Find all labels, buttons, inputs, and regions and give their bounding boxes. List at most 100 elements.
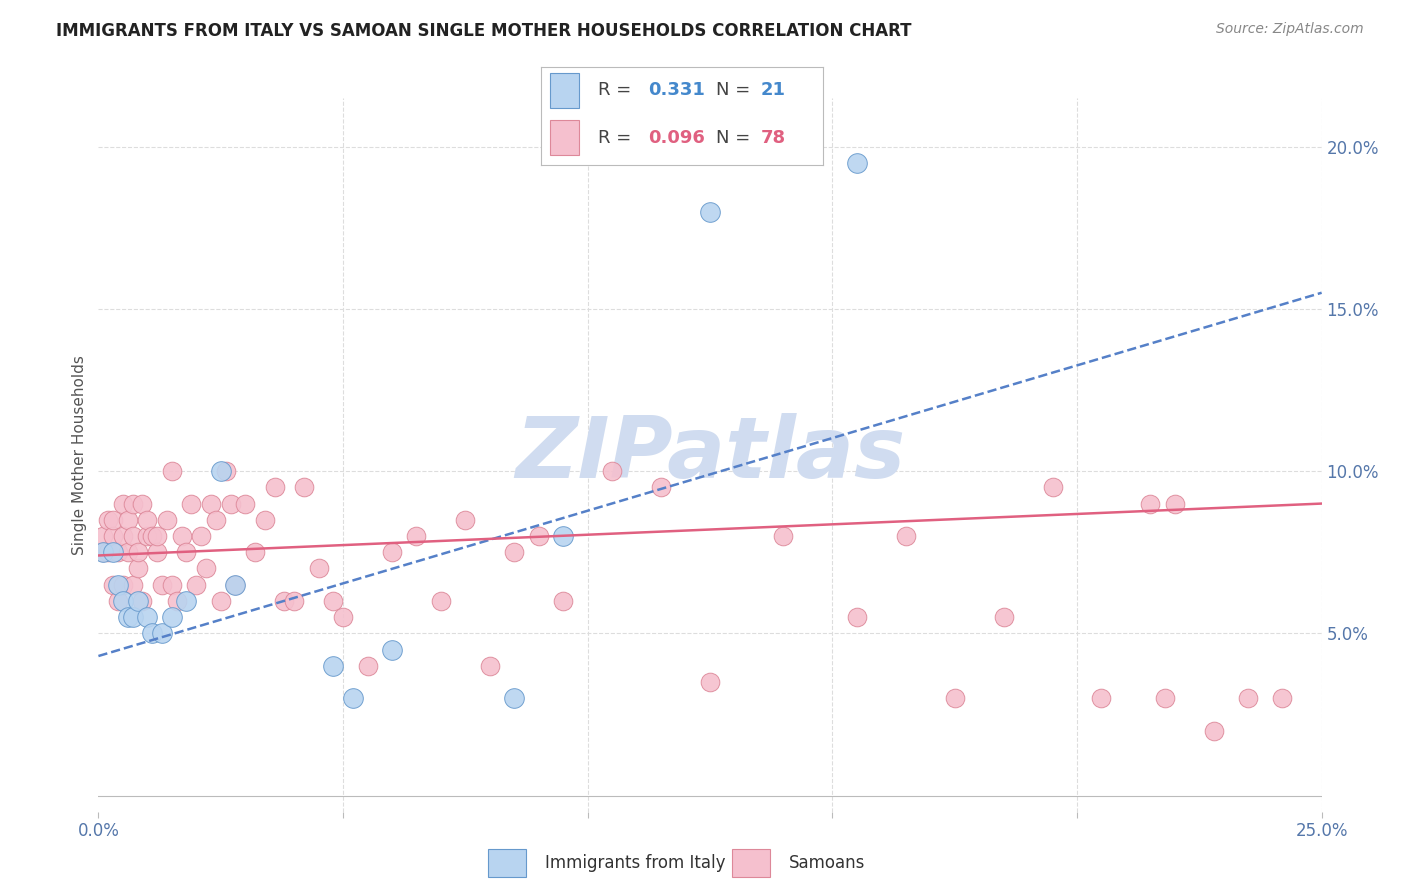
Point — [342, 691, 364, 706]
Point — [195, 561, 218, 575]
Point — [1154, 691, 1177, 706]
Point — [322, 658, 344, 673]
Point — [1139, 497, 1161, 511]
Point — [993, 610, 1015, 624]
Text: N =: N = — [716, 128, 755, 146]
Point — [503, 691, 526, 706]
Point — [117, 513, 139, 527]
Point — [292, 480, 315, 494]
Text: IMMIGRANTS FROM ITALY VS SAMOAN SINGLE MOTHER HOUSEHOLDS CORRELATION CHART: IMMIGRANTS FROM ITALY VS SAMOAN SINGLE M… — [56, 22, 911, 40]
Bar — [550, 120, 579, 155]
Point — [136, 513, 159, 527]
Point — [91, 545, 114, 559]
Point — [553, 594, 575, 608]
Text: Samoans: Samoans — [789, 854, 866, 872]
Point — [263, 480, 285, 494]
Point — [209, 594, 232, 608]
Text: N =: N = — [716, 81, 755, 99]
Point — [101, 545, 124, 559]
Point — [430, 594, 453, 608]
Point — [381, 545, 404, 559]
Point — [146, 545, 169, 559]
Text: R =: R = — [598, 128, 637, 146]
Point — [146, 529, 169, 543]
Point — [97, 545, 120, 559]
Bar — [731, 849, 770, 877]
Point — [170, 529, 193, 543]
Point — [283, 594, 305, 608]
Point — [136, 610, 159, 624]
Point — [141, 529, 163, 543]
Point — [111, 577, 134, 591]
Point — [107, 594, 129, 608]
Point — [160, 577, 183, 591]
Point — [150, 626, 173, 640]
Point — [214, 464, 236, 478]
Point — [224, 577, 246, 591]
Text: 21: 21 — [761, 81, 786, 99]
Text: Immigrants from Italy: Immigrants from Italy — [546, 854, 725, 872]
Point — [1271, 691, 1294, 706]
Point — [156, 513, 179, 527]
Point — [1090, 691, 1112, 706]
Bar — [488, 849, 526, 877]
Point — [1042, 480, 1064, 494]
Point — [121, 577, 143, 591]
Bar — [550, 73, 579, 108]
Point — [97, 513, 120, 527]
Point — [381, 642, 404, 657]
Point — [166, 594, 188, 608]
Point — [107, 545, 129, 559]
Point — [273, 594, 295, 608]
Point — [150, 577, 173, 591]
Point — [405, 529, 427, 543]
Point — [650, 480, 672, 494]
Point — [160, 610, 183, 624]
Point — [308, 561, 330, 575]
Point — [845, 156, 868, 170]
Point — [332, 610, 354, 624]
Text: R =: R = — [598, 81, 637, 99]
Text: 0.331: 0.331 — [648, 81, 704, 99]
Point — [1164, 497, 1187, 511]
Point — [121, 529, 143, 543]
Point — [1202, 723, 1225, 738]
Point — [243, 545, 266, 559]
Text: Source: ZipAtlas.com: Source: ZipAtlas.com — [1216, 22, 1364, 37]
Point — [111, 529, 134, 543]
Point — [131, 594, 153, 608]
Point — [600, 464, 623, 478]
Point — [943, 691, 966, 706]
Point — [141, 626, 163, 640]
Point — [224, 577, 246, 591]
Point — [131, 497, 153, 511]
Point — [176, 545, 198, 559]
Point — [121, 497, 143, 511]
Point — [160, 464, 183, 478]
Point — [190, 529, 212, 543]
Point — [111, 497, 134, 511]
Point — [894, 529, 917, 543]
Point — [117, 610, 139, 624]
Point — [117, 545, 139, 559]
Point — [503, 545, 526, 559]
Point — [322, 594, 344, 608]
Point — [527, 529, 550, 543]
Point — [111, 594, 134, 608]
Point — [107, 577, 129, 591]
Point — [253, 513, 276, 527]
Point — [121, 610, 143, 624]
Point — [127, 545, 149, 559]
Point — [699, 204, 721, 219]
Point — [186, 577, 208, 591]
Point — [127, 561, 149, 575]
Point — [91, 545, 114, 559]
Point — [101, 577, 124, 591]
Text: 78: 78 — [761, 128, 786, 146]
Y-axis label: Single Mother Households: Single Mother Households — [72, 355, 87, 555]
Point — [136, 529, 159, 543]
Point — [845, 610, 868, 624]
Point — [454, 513, 477, 527]
Point — [699, 675, 721, 690]
Point — [209, 464, 232, 478]
